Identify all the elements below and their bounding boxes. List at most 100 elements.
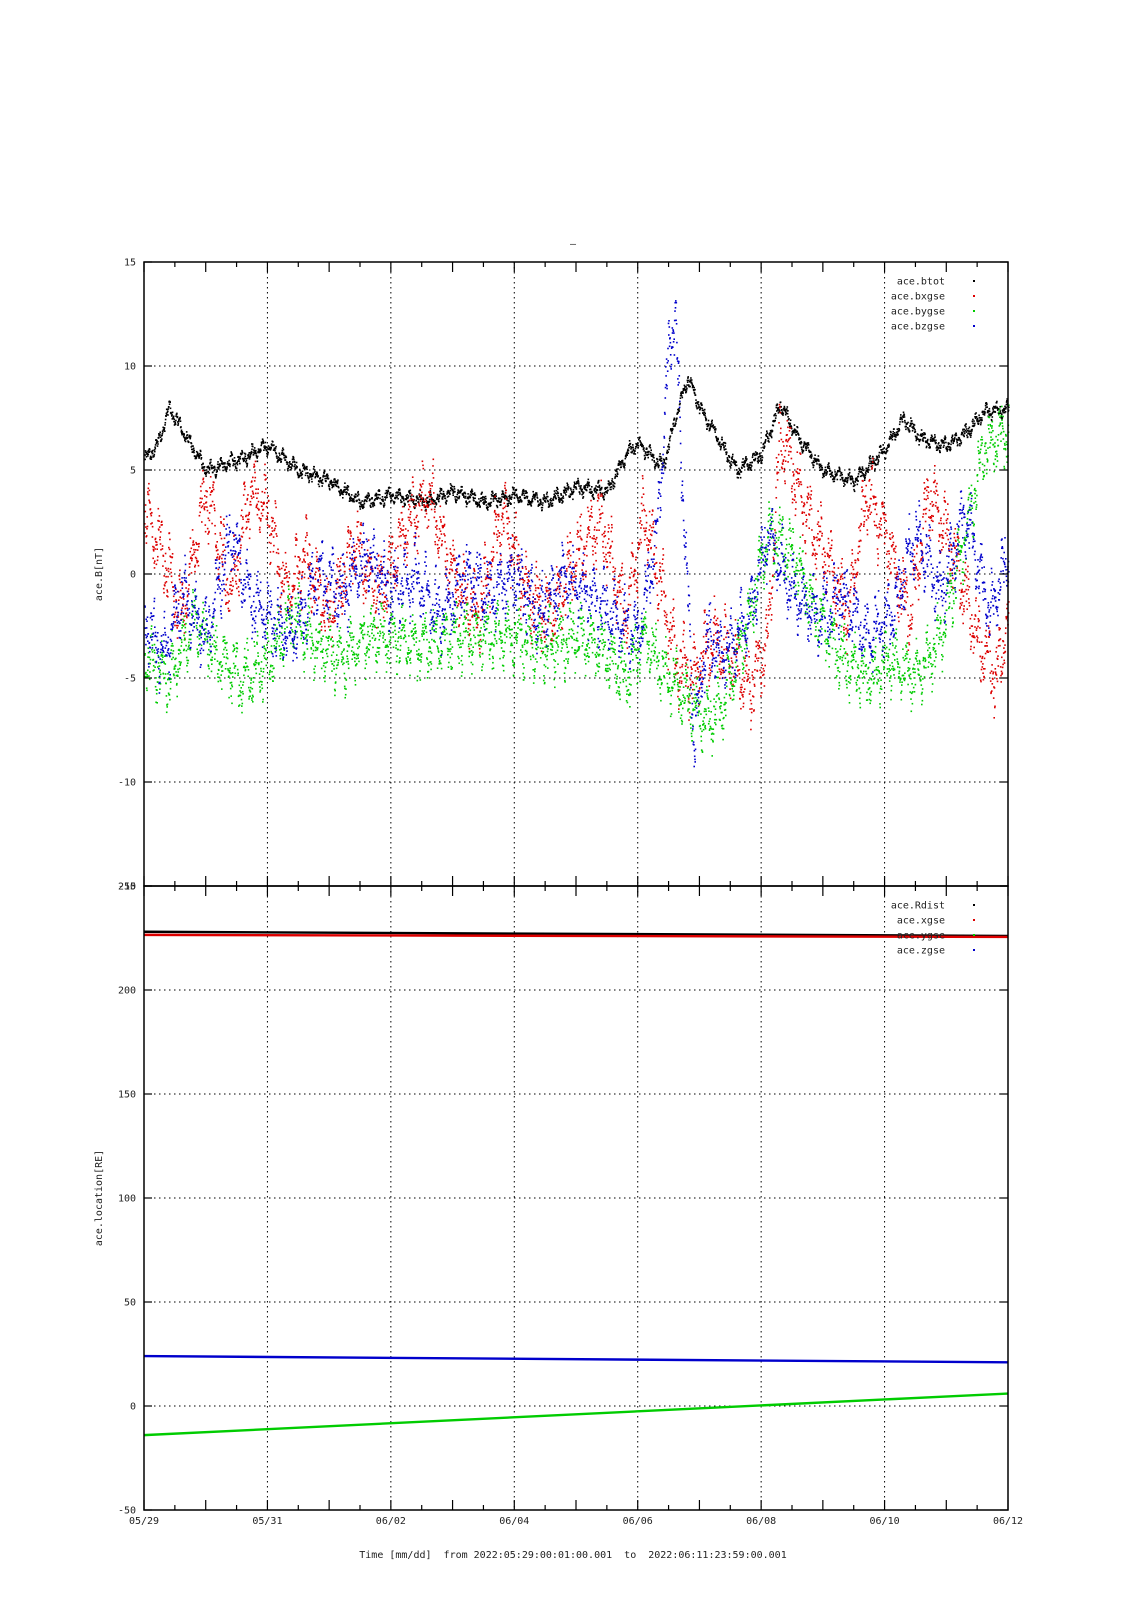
data-point [186,434,189,436]
data-point [366,580,368,582]
data-point [167,408,170,410]
data-point [529,503,532,505]
data-point [370,502,373,505]
data-point [921,435,923,437]
data-point [575,570,577,572]
data-point [596,542,598,545]
data-point [292,588,294,591]
data-point [569,532,571,534]
data-point [387,490,390,493]
data-point [183,619,185,622]
data-point [256,457,258,459]
data-point [248,452,251,454]
data-point [591,505,593,508]
data-point [554,495,556,498]
data-point [208,519,211,522]
data-point [537,505,540,507]
data-point [345,493,348,496]
data-point [518,562,520,565]
data-point [391,542,394,544]
data-point [290,466,292,468]
data-point [468,500,471,503]
data-point [171,415,173,417]
data-point [291,596,294,598]
data-point [237,586,240,588]
data-point [160,548,162,551]
data-point [229,465,231,468]
data-point [330,483,332,485]
data-point [518,567,520,569]
data-point [443,494,445,496]
data-point [148,482,150,485]
data-point [551,639,554,642]
data-point [564,487,567,490]
data-point [241,509,243,512]
data-point [195,543,198,546]
data-point [252,493,255,495]
data-point [546,597,549,600]
data-point [746,458,748,460]
data-point [441,540,443,542]
data-point [487,506,489,509]
data-point [732,453,734,456]
data-point [495,493,497,495]
data-point [685,391,688,393]
data-point [855,477,858,479]
data-point [686,384,688,386]
data-point [454,576,456,579]
data-point [779,409,781,412]
data-point [542,614,545,617]
data-point [465,500,467,502]
data-point [174,621,177,623]
data-point [383,605,385,607]
data-point [685,389,688,391]
data-point [865,467,867,470]
data-point [903,414,906,416]
data-point [291,604,293,606]
data-point [386,494,388,497]
data-point [355,493,357,496]
data-point [333,617,336,620]
data-point [468,633,471,635]
data-point [175,599,177,601]
data-point [159,536,161,538]
data-point [300,577,303,580]
data-point [601,505,603,508]
data-point [828,467,831,470]
data-point [958,437,961,440]
data-point [235,467,238,470]
data-point [296,471,299,474]
data-point [491,494,494,497]
data-point [598,479,600,482]
data-point [789,419,792,421]
data-point [623,612,626,615]
data-point [586,484,588,486]
data-point [557,572,559,575]
data-point [436,498,438,501]
data-point [321,479,323,482]
data-point [496,551,498,554]
data-point [262,502,264,504]
data-point [592,553,594,556]
data-point [178,419,180,421]
data-point [454,591,457,594]
data-point [536,576,539,578]
data-point [979,417,982,419]
data-point [241,528,243,530]
data-point [856,483,859,486]
data-point [240,514,242,517]
data-point [276,535,278,537]
data-point [881,450,883,453]
data-point [220,522,222,524]
data-point [347,526,349,528]
data-point [455,598,457,600]
data-point [396,496,398,498]
data-point [397,526,400,529]
data-point [587,528,590,531]
data-point [441,493,443,495]
data-point [145,542,148,544]
data-point [463,495,465,497]
data-point [508,543,510,546]
data-point [737,473,739,475]
data-point [346,542,349,545]
